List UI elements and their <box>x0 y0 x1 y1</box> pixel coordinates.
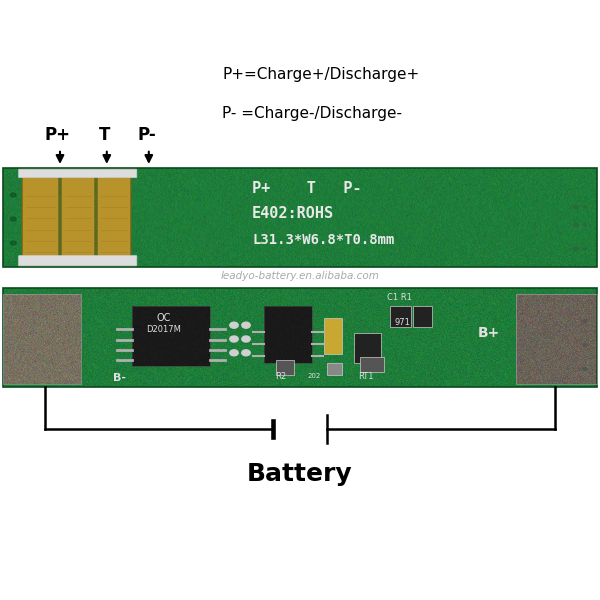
FancyBboxPatch shape <box>22 172 59 263</box>
Text: T: T <box>100 126 110 144</box>
Text: RT1: RT1 <box>358 371 374 380</box>
Bar <box>264 306 312 363</box>
Text: 202: 202 <box>308 373 321 379</box>
Ellipse shape <box>583 224 587 226</box>
Ellipse shape <box>583 248 587 250</box>
Ellipse shape <box>583 319 587 323</box>
Text: R2: R2 <box>275 371 286 380</box>
Bar <box>327 363 342 375</box>
Text: OC: OC <box>156 313 170 323</box>
Ellipse shape <box>230 350 238 356</box>
Ellipse shape <box>242 336 250 342</box>
Text: P+    T   P-: P+ T P- <box>252 181 361 196</box>
Text: Battery: Battery <box>247 462 353 486</box>
Ellipse shape <box>242 322 250 328</box>
Ellipse shape <box>10 217 16 221</box>
Ellipse shape <box>230 336 238 342</box>
Bar <box>360 357 384 372</box>
Bar <box>390 306 411 327</box>
Ellipse shape <box>574 223 578 227</box>
Bar <box>276 360 294 375</box>
Ellipse shape <box>574 247 578 251</box>
FancyBboxPatch shape <box>97 172 131 263</box>
Ellipse shape <box>583 206 587 208</box>
FancyBboxPatch shape <box>19 169 137 178</box>
Ellipse shape <box>583 343 587 346</box>
FancyBboxPatch shape <box>61 172 95 263</box>
Bar <box>3 294 81 384</box>
Bar <box>516 294 597 384</box>
Text: leadyo-battery.en.alibaba.com: leadyo-battery.en.alibaba.com <box>221 271 379 281</box>
Bar <box>132 306 210 366</box>
Text: 971: 971 <box>394 318 410 326</box>
Bar <box>3 168 597 267</box>
Text: C1 R1: C1 R1 <box>386 292 412 301</box>
Text: B+: B+ <box>478 326 500 340</box>
Text: D2017M: D2017M <box>146 325 181 335</box>
Ellipse shape <box>230 322 238 328</box>
Text: P+: P+ <box>44 126 70 144</box>
Bar <box>324 318 342 354</box>
Bar <box>354 333 381 363</box>
Text: B-: B- <box>113 373 127 383</box>
Text: E402:ROHS: E402:ROHS <box>252 205 334 220</box>
Text: P-: P- <box>137 126 157 144</box>
Ellipse shape <box>242 350 250 356</box>
Ellipse shape <box>574 205 578 209</box>
FancyBboxPatch shape <box>19 256 137 266</box>
Text: P+=Charge+/Discharge+: P+=Charge+/Discharge+ <box>222 67 419 82</box>
Ellipse shape <box>10 241 16 245</box>
Ellipse shape <box>583 367 587 370</box>
Ellipse shape <box>10 193 16 197</box>
Text: P- =Charge-/Discharge-: P- =Charge-/Discharge- <box>222 106 402 121</box>
Bar <box>413 306 432 327</box>
Bar <box>3 288 597 387</box>
Text: L31.3*W6.8*T0.8mm: L31.3*W6.8*T0.8mm <box>252 233 394 247</box>
